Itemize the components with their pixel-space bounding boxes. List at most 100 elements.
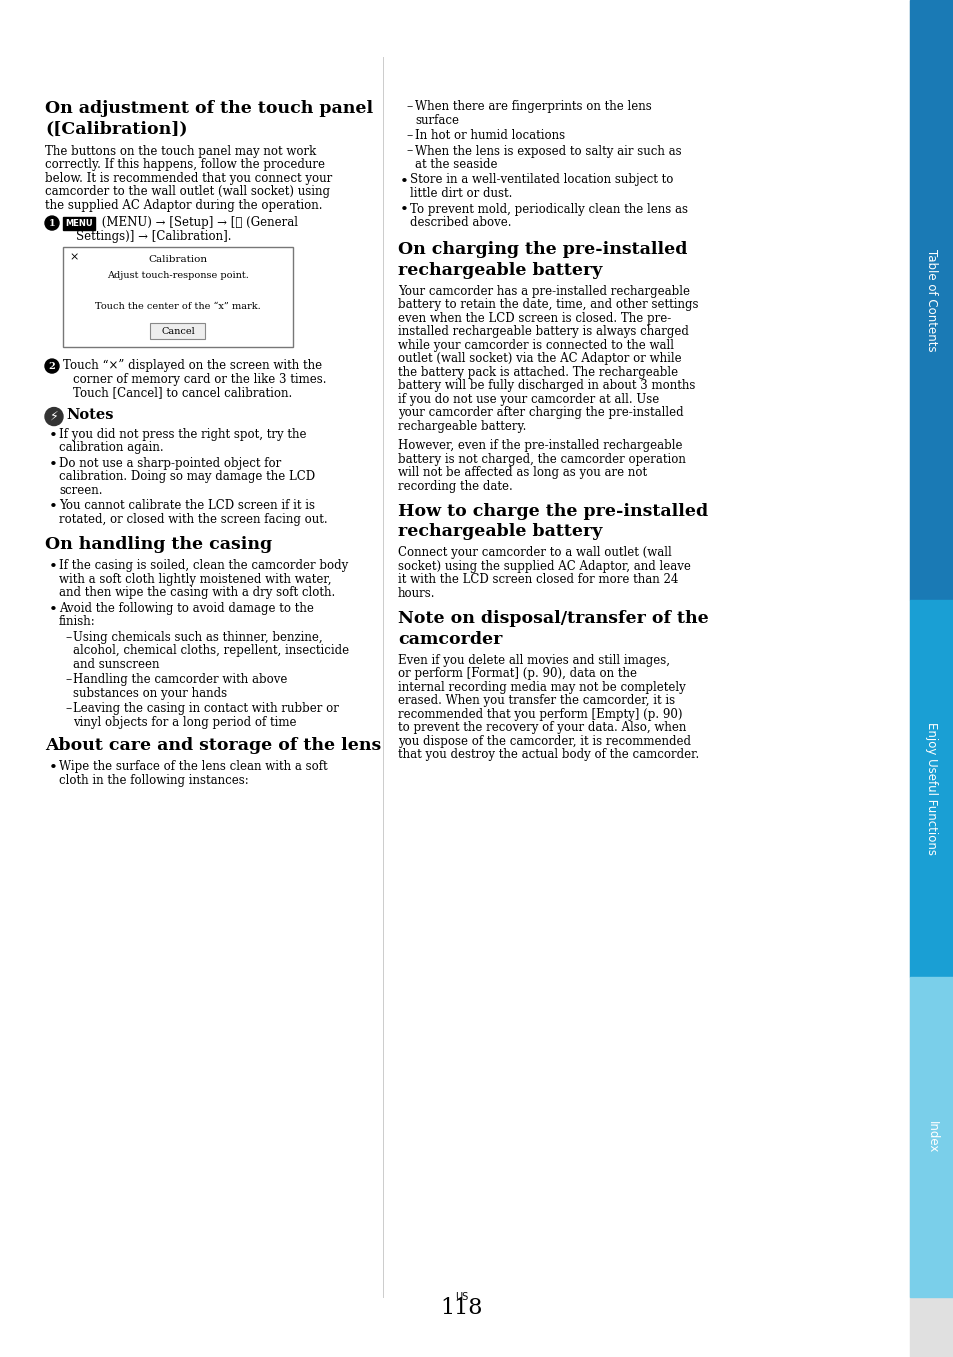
Text: calibration again.: calibration again. — [59, 441, 164, 455]
Text: correctly. If this happens, follow the procedure: correctly. If this happens, follow the p… — [45, 157, 325, 171]
Text: the battery pack is attached. The rechargeable: the battery pack is attached. The rechar… — [397, 365, 678, 379]
Text: recording the date.: recording the date. — [397, 480, 512, 493]
Text: To prevent mold, periodically clean the lens as: To prevent mold, periodically clean the … — [410, 202, 687, 216]
Text: even when the LCD screen is closed. The pre-: even when the LCD screen is closed. The … — [397, 312, 671, 324]
Text: corner of memory card or the like 3 times.: corner of memory card or the like 3 time… — [73, 373, 326, 385]
Text: •: • — [49, 560, 58, 574]
Text: camcorder: camcorder — [397, 631, 502, 647]
Text: 1: 1 — [49, 218, 55, 228]
Text: Store in a well-ventilated location subject to: Store in a well-ventilated location subj… — [410, 174, 673, 186]
Text: recommended that you perform [Empty] (p. 90): recommended that you perform [Empty] (p.… — [397, 707, 681, 721]
Text: When there are fingerprints on the lens: When there are fingerprints on the lens — [415, 100, 651, 113]
Text: your camcorder after charging the pre-installed: your camcorder after charging the pre-in… — [397, 406, 683, 419]
Text: –: – — [65, 703, 71, 715]
Text: that you destroy the actual body of the camcorder.: that you destroy the actual body of the … — [397, 748, 699, 761]
Text: –: – — [65, 631, 71, 643]
Text: Cancel: Cancel — [161, 327, 194, 335]
Text: •: • — [49, 603, 58, 616]
Text: Settings)] → [Calibration].: Settings)] → [Calibration]. — [61, 229, 232, 243]
Text: In hot or humid locations: In hot or humid locations — [415, 129, 564, 142]
Text: Avoid the following to avoid damage to the: Avoid the following to avoid damage to t… — [59, 601, 314, 615]
Text: vinyl objects for a long period of time: vinyl objects for a long period of time — [73, 715, 296, 729]
Circle shape — [45, 360, 59, 373]
Text: finish:: finish: — [59, 615, 95, 628]
Text: at the seaside: at the seaside — [415, 157, 497, 171]
Text: How to charge the pre-installed: How to charge the pre-installed — [397, 503, 707, 520]
Bar — [63, 247, 293, 347]
Text: Note on disposal/transfer of the: Note on disposal/transfer of the — [397, 611, 708, 627]
Text: –: – — [65, 673, 71, 687]
Text: However, even if the pre-installed rechargeable: However, even if the pre-installed recha… — [397, 440, 681, 452]
Text: it with the LCD screen closed for more than 24: it with the LCD screen closed for more t… — [397, 574, 678, 586]
Text: Notes: Notes — [66, 407, 113, 422]
Text: substances on your hands: substances on your hands — [73, 687, 227, 700]
Text: hours.: hours. — [397, 586, 435, 600]
Text: On adjustment of the touch panel: On adjustment of the touch panel — [45, 100, 373, 117]
Text: Adjust touch-response point.: Adjust touch-response point. — [107, 271, 249, 280]
Text: On handling the casing: On handling the casing — [45, 536, 272, 554]
Text: Touch “×” displayed on the screen with the: Touch “×” displayed on the screen with t… — [63, 360, 322, 372]
Text: described above.: described above. — [410, 216, 511, 229]
Text: Enjoy Useful Functions: Enjoy Useful Functions — [924, 722, 938, 855]
Text: screen.: screen. — [59, 484, 102, 497]
Text: About care and storage of the lens: About care and storage of the lens — [45, 737, 381, 754]
Bar — [63, 217, 95, 231]
Text: •: • — [399, 204, 409, 217]
Text: The buttons on the touch panel may not work: The buttons on the touch panel may not w… — [45, 145, 315, 157]
Text: (MENU) → [Setup] → [★ (General: (MENU) → [Setup] → [★ (General — [98, 216, 297, 229]
Text: installed rechargeable battery is always charged: installed rechargeable battery is always… — [397, 326, 688, 338]
Text: Do not use a sharp-pointed object for: Do not use a sharp-pointed object for — [59, 457, 281, 470]
Bar — [909, 977, 953, 1297]
Text: MENU: MENU — [65, 218, 92, 228]
Text: Touch the center of the “x” mark.: Touch the center of the “x” mark. — [95, 303, 260, 311]
Text: erased. When you transfer the camcorder, it is: erased. When you transfer the camcorder,… — [397, 693, 675, 707]
Text: rechargeable battery: rechargeable battery — [397, 262, 601, 278]
Text: while your camcorder is connected to the wall: while your camcorder is connected to the… — [397, 339, 673, 351]
Text: below. It is recommended that you connect your: below. It is recommended that you connec… — [45, 171, 332, 185]
Circle shape — [45, 407, 63, 426]
Text: battery to retain the date, time, and other settings: battery to retain the date, time, and ot… — [397, 299, 698, 311]
Text: Leaving the casing in contact with rubber or: Leaving the casing in contact with rubbe… — [73, 703, 338, 715]
Text: battery will be fully discharged in about 3 months: battery will be fully discharged in abou… — [397, 379, 695, 392]
Text: Touch [Cancel] to cancel calibration.: Touch [Cancel] to cancel calibration. — [73, 385, 292, 399]
Text: Calibration: Calibration — [149, 255, 208, 265]
Text: If you did not press the right spot, try the: If you did not press the right spot, try… — [59, 427, 306, 441]
Text: Using chemicals such as thinner, benzine,: Using chemicals such as thinner, benzine… — [73, 631, 322, 643]
Text: Wipe the surface of the lens clean with a soft: Wipe the surface of the lens clean with … — [59, 760, 327, 773]
Text: if you do not use your camcorder at all. Use: if you do not use your camcorder at all.… — [397, 392, 659, 406]
Text: –: – — [406, 144, 412, 157]
Text: Your camcorder has a pre-installed rechargeable: Your camcorder has a pre-installed recha… — [397, 285, 689, 297]
Text: –: – — [406, 100, 412, 113]
Text: When the lens is exposed to salty air such as: When the lens is exposed to salty air su… — [415, 144, 680, 157]
Text: ×: × — [69, 252, 78, 262]
Bar — [909, 600, 953, 977]
Bar — [151, 323, 205, 339]
Text: •: • — [399, 175, 409, 189]
Text: US: US — [455, 1292, 468, 1301]
Text: rechargeable battery.: rechargeable battery. — [397, 419, 526, 433]
Text: cloth in the following instances:: cloth in the following instances: — [59, 773, 249, 787]
Bar — [909, 0, 953, 1357]
Text: and then wipe the casing with a dry soft cloth.: and then wipe the casing with a dry soft… — [59, 586, 335, 600]
Text: Handling the camcorder with above: Handling the camcorder with above — [73, 673, 287, 687]
Text: to prevent the recovery of your data. Also, when: to prevent the recovery of your data. Al… — [397, 721, 685, 734]
Text: will not be affected as long as you are not: will not be affected as long as you are … — [397, 467, 646, 479]
Text: •: • — [49, 429, 58, 442]
Text: alcohol, chemical cloths, repellent, insecticide: alcohol, chemical cloths, repellent, ins… — [73, 645, 349, 657]
Text: •: • — [49, 457, 58, 472]
Text: Even if you delete all movies and still images,: Even if you delete all movies and still … — [397, 654, 669, 666]
Text: rechargeable battery: rechargeable battery — [397, 524, 601, 540]
Text: •: • — [49, 501, 58, 514]
Text: Index: Index — [924, 1121, 938, 1153]
Text: the supplied AC Adaptor during the operation.: the supplied AC Adaptor during the opera… — [45, 198, 322, 212]
Text: On charging the pre-installed: On charging the pre-installed — [397, 242, 687, 258]
Text: surface: surface — [415, 114, 458, 126]
Circle shape — [45, 216, 59, 231]
Text: •: • — [49, 761, 58, 775]
Text: and sunscreen: and sunscreen — [73, 658, 159, 670]
Text: ⚡: ⚡ — [50, 410, 58, 423]
Text: with a soft cloth lightly moistened with water,: with a soft cloth lightly moistened with… — [59, 573, 331, 586]
Text: or perform [Format] (p. 90), data on the: or perform [Format] (p. 90), data on the — [397, 668, 637, 680]
Text: calibration. Doing so may damage the LCD: calibration. Doing so may damage the LCD — [59, 471, 314, 483]
Text: outlet (wall socket) via the AC Adaptor or while: outlet (wall socket) via the AC Adaptor … — [397, 353, 680, 365]
